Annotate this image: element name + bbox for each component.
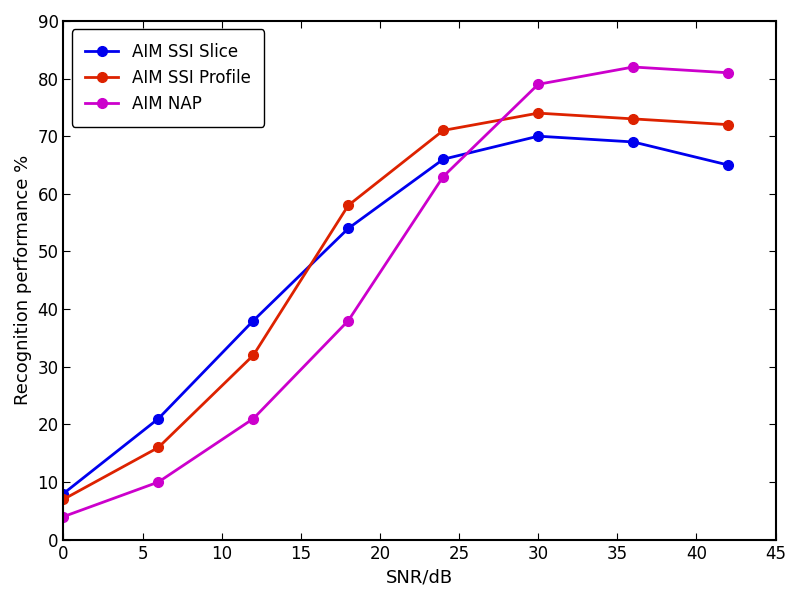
AIM SSI Slice [534,133,543,140]
AIM SSI Slice [249,317,258,324]
AIM SSI Slice [628,139,638,146]
AIM SSI Profile [534,110,543,117]
AIM SSI Profile [628,115,638,122]
X-axis label: SNR/dB: SNR/dB [386,568,453,586]
AIM NAP [438,173,448,180]
Line: AIM SSI Profile: AIM SSI Profile [58,108,733,504]
AIM NAP [154,478,163,485]
AIM SSI Slice [58,490,68,497]
AIM NAP [628,64,638,71]
AIM NAP [249,415,258,422]
Line: AIM NAP: AIM NAP [58,62,733,521]
AIM SSI Slice [723,161,733,169]
AIM SSI Profile [154,444,163,451]
AIM SSI Profile [343,202,353,209]
AIM SSI Slice [438,155,448,163]
AIM SSI Slice [343,225,353,232]
AIM NAP [58,513,68,520]
AIM SSI Profile [438,127,448,134]
Line: AIM SSI Slice: AIM SSI Slice [58,131,733,499]
AIM SSI Profile [723,121,733,128]
Y-axis label: Recognition performance %: Recognition performance % [14,155,32,406]
AIM SSI Slice [154,415,163,422]
Legend: AIM SSI Slice, AIM SSI Profile, AIM NAP: AIM SSI Slice, AIM SSI Profile, AIM NAP [72,29,264,127]
AIM NAP [534,80,543,88]
AIM SSI Profile [249,352,258,359]
AIM NAP [723,69,733,76]
AIM NAP [343,317,353,324]
AIM SSI Profile [58,496,68,503]
